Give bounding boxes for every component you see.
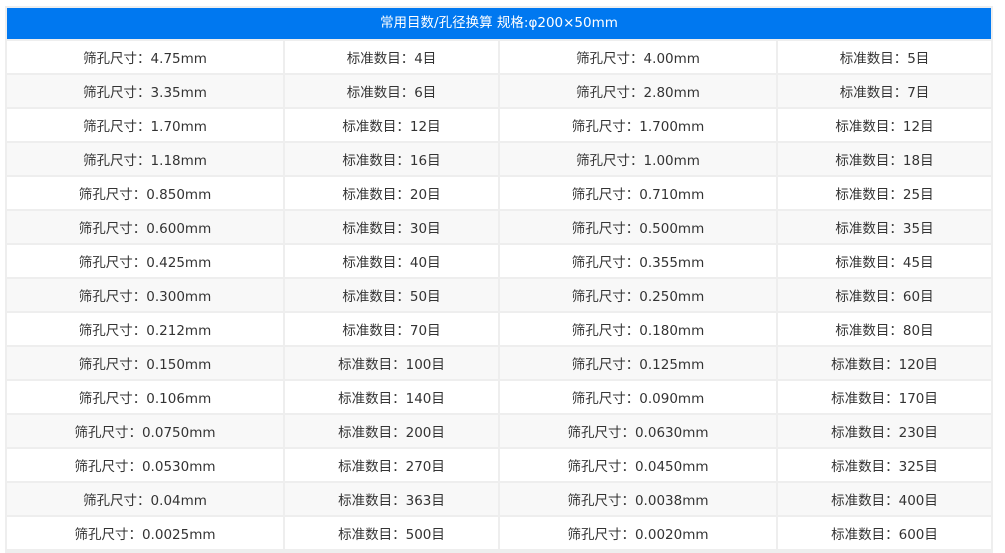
table-row: 筛孔尺寸：0.04mm 标准数目：363目 筛孔尺寸：0.0038mm 标准数目：40… (7, 483, 991, 515)
mesh-count-cell: 标准数目：20目 (285, 177, 500, 209)
mesh-count-cell: 标准数目：60目 (778, 279, 991, 311)
table-row: 筛孔尺寸：0.0025mm 标准数目：500目 筛孔尺寸：0.0020mm 标准数目：… (7, 517, 991, 549)
mesh-count-cell: 标准数目：70目 (285, 313, 500, 345)
aperture-size-cell: 筛孔尺寸：0.090mm (500, 381, 778, 413)
mesh-conversion-table: 筛孔尺寸：4.75mm 标准数目：4目 筛孔尺寸：4.00mm 标准数目：5目 筛孔尺寸… (7, 39, 991, 551)
aperture-size-cell: 筛孔尺寸：0.180mm (500, 313, 778, 345)
table-row: 筛孔尺寸：0.300mm 标准数目：50目 筛孔尺寸：0.250mm 标准数目：60目 (7, 279, 991, 311)
aperture-size-cell: 筛孔尺寸：0.0020mm (500, 517, 778, 549)
aperture-size-cell: 筛孔尺寸：0.212mm (7, 313, 285, 345)
aperture-size-cell: 筛孔尺寸：0.0630mm (500, 415, 778, 447)
mesh-count-cell: 标准数目：363目 (285, 483, 500, 515)
table-row: 筛孔尺寸：1.18mm 标准数目：16目 筛孔尺寸：1.00mm 标准数目：18目 (7, 143, 991, 175)
table-row: 筛孔尺寸：1.70mm 标准数目：12目 筛孔尺寸：1.700mm 标准数目：12目 (7, 109, 991, 141)
conversion-table-container: 常用目数/孔径换算 规格:φ200×50mm 筛孔尺寸：4.75mm 标准数目：4… (5, 6, 993, 553)
aperture-size-cell: 筛孔尺寸：4.75mm (7, 41, 285, 73)
aperture-size-cell: 筛孔尺寸：0.0038mm (500, 483, 778, 515)
mesh-count-cell: 标准数目：18目 (778, 143, 991, 175)
aperture-size-cell: 筛孔尺寸：0.250mm (500, 279, 778, 311)
aperture-size-cell: 筛孔尺寸：1.70mm (7, 109, 285, 141)
table-row: 筛孔尺寸：3.35mm 标准数目：6目 筛孔尺寸：2.80mm 标准数目：7目 (7, 75, 991, 107)
table-row: 筛孔尺寸：0.0530mm 标准数目：270目 筛孔尺寸：0.0450mm 标准数目：… (7, 449, 991, 481)
aperture-size-cell: 筛孔尺寸：0.300mm (7, 279, 285, 311)
aperture-size-cell: 筛孔尺寸：0.04mm (7, 483, 285, 515)
aperture-size-cell: 筛孔尺寸：0.355mm (500, 245, 778, 277)
table-row: 筛孔尺寸：0.850mm 标准数目：20目 筛孔尺寸：0.710mm 标准数目：25目 (7, 177, 991, 209)
aperture-size-cell: 筛孔尺寸：2.80mm (500, 75, 778, 107)
mesh-count-cell: 标准数目：16目 (285, 143, 500, 175)
aperture-size-cell: 筛孔尺寸：0.600mm (7, 211, 285, 243)
aperture-size-cell: 筛孔尺寸：0.425mm (7, 245, 285, 277)
aperture-size-cell: 筛孔尺寸：4.00mm (500, 41, 778, 73)
aperture-size-cell: 筛孔尺寸：1.00mm (500, 143, 778, 175)
mesh-count-cell: 标准数目：5目 (778, 41, 991, 73)
mesh-count-cell: 标准数目：12目 (285, 109, 500, 141)
table-title: 常用目数/孔径换算 规格:φ200×50mm (7, 8, 991, 39)
mesh-count-cell: 标准数目：200目 (285, 415, 500, 447)
aperture-size-cell: 筛孔尺寸：0.850mm (7, 177, 285, 209)
aperture-size-cell: 筛孔尺寸：0.0025mm (7, 517, 285, 549)
aperture-size-cell: 筛孔尺寸：0.0450mm (500, 449, 778, 481)
table-row: 筛孔尺寸：0.425mm 标准数目：40目 筛孔尺寸：0.355mm 标准数目：45目 (7, 245, 991, 277)
mesh-count-cell: 标准数目：12目 (778, 109, 991, 141)
mesh-count-cell: 标准数目：80目 (778, 313, 991, 345)
mesh-count-cell: 标准数目：50目 (285, 279, 500, 311)
mesh-count-cell: 标准数目：170目 (778, 381, 991, 413)
aperture-size-cell: 筛孔尺寸：1.18mm (7, 143, 285, 175)
aperture-size-cell: 筛孔尺寸：0.0750mm (7, 415, 285, 447)
mesh-count-cell: 标准数目：325目 (778, 449, 991, 481)
table-row: 筛孔尺寸：0.106mm 标准数目：140目 筛孔尺寸：0.090mm 标准数目：17… (7, 381, 991, 413)
mesh-count-cell: 标准数目：120目 (778, 347, 991, 379)
mesh-count-cell: 标准数目：6目 (285, 75, 500, 107)
mesh-count-cell: 标准数目：140目 (285, 381, 500, 413)
table-row: 筛孔尺寸：0.600mm 标准数目：30目 筛孔尺寸：0.500mm 标准数目：35目 (7, 211, 991, 243)
mesh-count-cell: 标准数目：270目 (285, 449, 500, 481)
table-row: 筛孔尺寸：4.75mm 标准数目：4目 筛孔尺寸：4.00mm 标准数目：5目 (7, 41, 991, 73)
table-row: 筛孔尺寸：0.0750mm 标准数目：200目 筛孔尺寸：0.0630mm 标准数目：… (7, 415, 991, 447)
mesh-count-cell: 标准数目：230目 (778, 415, 991, 447)
table-row: 筛孔尺寸：0.212mm 标准数目：70目 筛孔尺寸：0.180mm 标准数目：80目 (7, 313, 991, 345)
mesh-count-cell: 标准数目：30目 (285, 211, 500, 243)
aperture-size-cell: 筛孔尺寸：0.106mm (7, 381, 285, 413)
mesh-count-cell: 标准数目：45目 (778, 245, 991, 277)
mesh-count-cell: 标准数目：100目 (285, 347, 500, 379)
mesh-count-cell: 标准数目：35目 (778, 211, 991, 243)
mesh-count-cell: 标准数目：7目 (778, 75, 991, 107)
aperture-size-cell: 筛孔尺寸：0.500mm (500, 211, 778, 243)
mesh-count-cell: 标准数目：400目 (778, 483, 991, 515)
aperture-size-cell: 筛孔尺寸：0.0530mm (7, 449, 285, 481)
mesh-count-cell: 标准数目：600目 (778, 517, 991, 549)
table-row: 筛孔尺寸：0.150mm 标准数目：100目 筛孔尺寸：0.125mm 标准数目：12… (7, 347, 991, 379)
mesh-count-cell: 标准数目：4目 (285, 41, 500, 73)
aperture-size-cell: 筛孔尺寸：0.150mm (7, 347, 285, 379)
mesh-count-cell: 标准数目：40目 (285, 245, 500, 277)
aperture-size-cell: 筛孔尺寸：0.710mm (500, 177, 778, 209)
mesh-count-cell: 标准数目：500目 (285, 517, 500, 549)
aperture-size-cell: 筛孔尺寸：0.125mm (500, 347, 778, 379)
mesh-count-cell: 标准数目：25目 (778, 177, 991, 209)
aperture-size-cell: 筛孔尺寸：3.35mm (7, 75, 285, 107)
aperture-size-cell: 筛孔尺寸：1.700mm (500, 109, 778, 141)
